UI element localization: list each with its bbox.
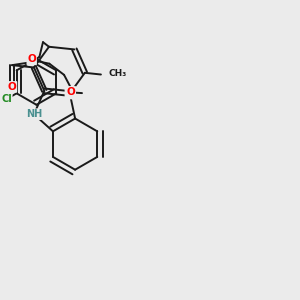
Text: O: O	[27, 54, 36, 64]
Text: O: O	[8, 82, 16, 92]
Text: NH: NH	[26, 109, 42, 119]
Text: CH₃: CH₃	[108, 68, 127, 77]
Text: N: N	[65, 88, 74, 98]
Text: O: O	[66, 87, 75, 97]
Text: Cl: Cl	[1, 94, 12, 104]
